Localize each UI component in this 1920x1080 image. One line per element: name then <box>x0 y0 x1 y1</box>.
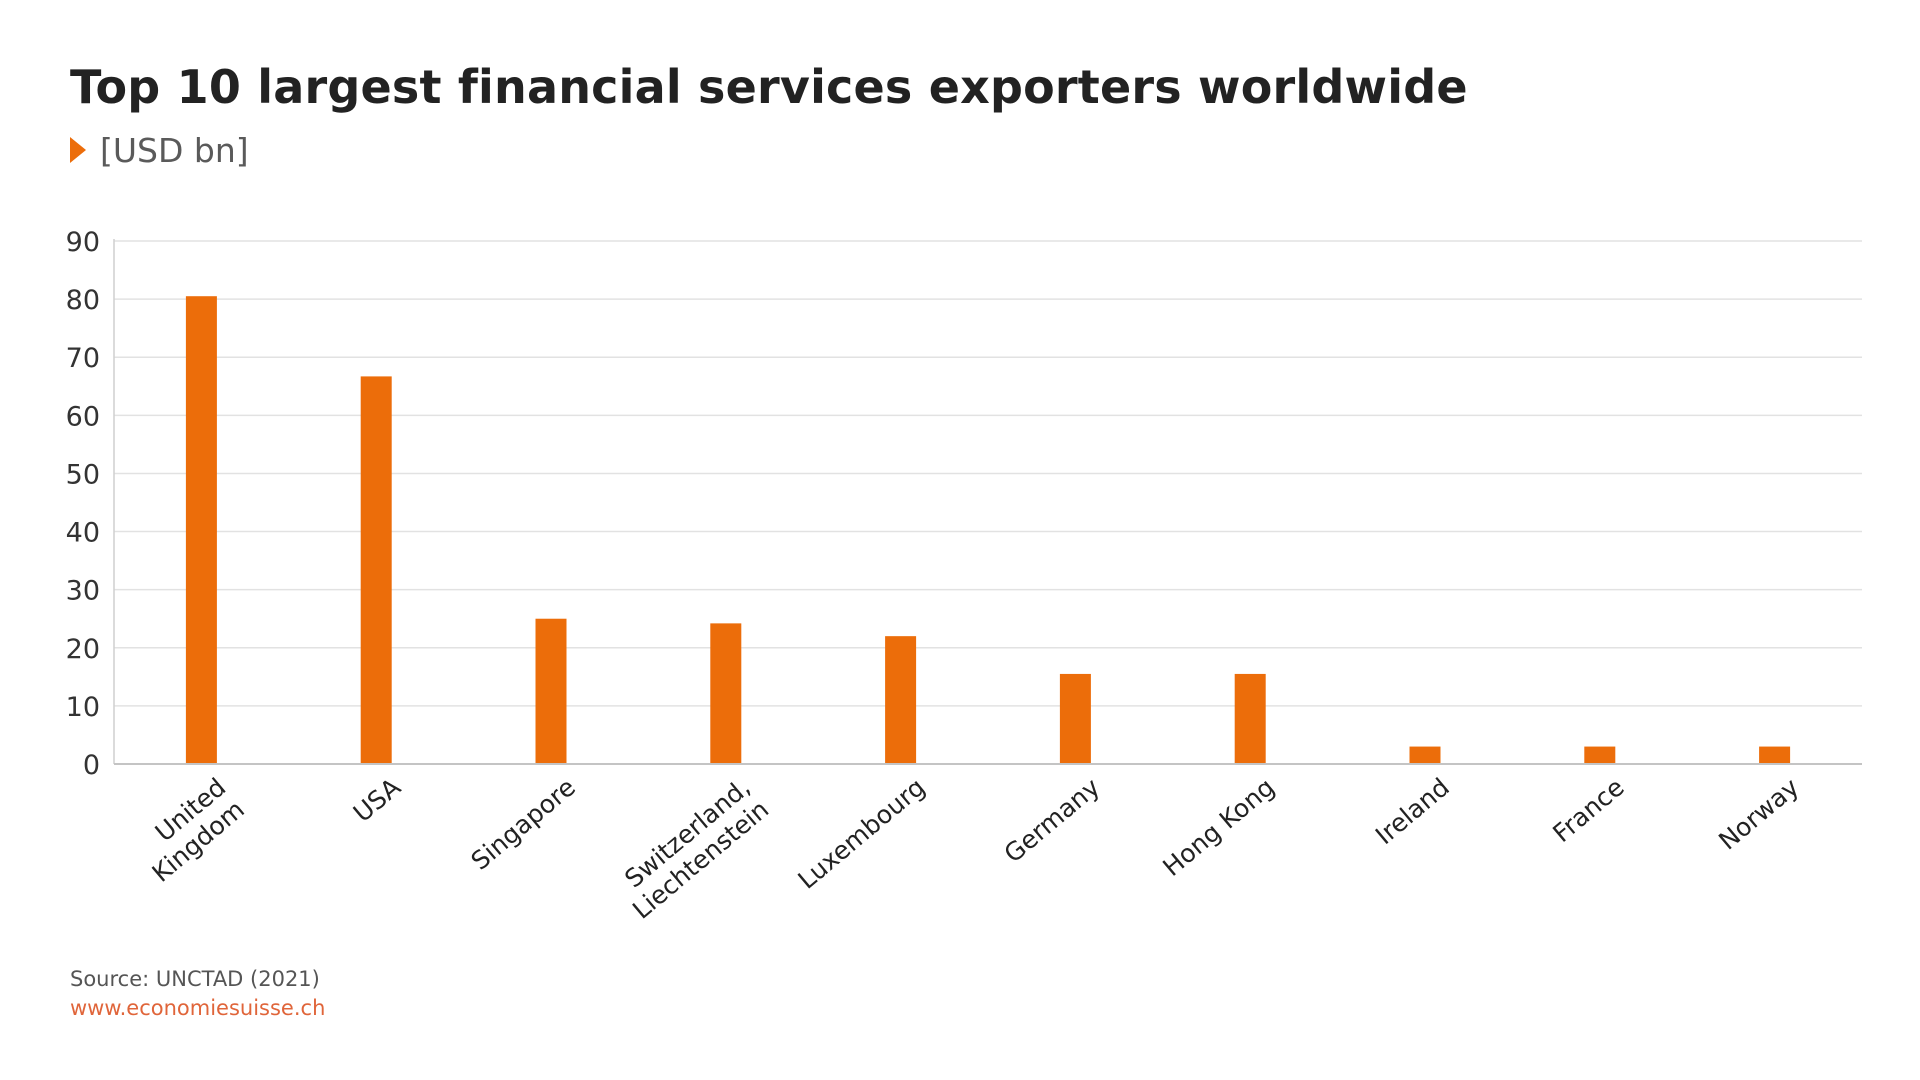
y-tick-label: 0 <box>83 750 100 781</box>
bar <box>1059 673 1091 764</box>
x-tick-label: Ireland <box>1370 772 1455 850</box>
x-tick-label-line: Singapore <box>466 772 581 875</box>
bar <box>1234 673 1266 764</box>
bar <box>360 376 392 764</box>
x-tick-label-line: Germany <box>999 772 1106 868</box>
bar <box>1759 746 1791 764</box>
x-tick-label: Norway <box>1713 772 1804 855</box>
y-tick-label: 50 <box>66 459 100 490</box>
unit-label: [USD bn] <box>100 130 249 170</box>
x-tick-label: France <box>1547 772 1629 848</box>
x-tick-label: Singapore <box>466 772 581 875</box>
x-tick-label: Hong Kong <box>1157 772 1280 882</box>
y-tick-label: 70 <box>66 343 100 374</box>
x-tick-label: USA <box>348 772 406 827</box>
y-tick-label: 80 <box>66 285 100 316</box>
bars <box>185 296 1791 764</box>
y-tick-label: 40 <box>66 518 100 549</box>
x-axis-labels: UnitedKingdom USA Singapore Switzerland,Lie… <box>128 772 1805 924</box>
y-axis-ticks: 0 10 20 30 40 50 60 70 80 90 <box>66 227 100 781</box>
triangle-marker-icon <box>70 137 86 163</box>
x-tick-label-line: USA <box>348 772 406 827</box>
bar <box>885 636 917 764</box>
bar <box>185 296 217 764</box>
grid-lines <box>114 240 1862 707</box>
x-tick-label: Germany <box>999 772 1106 868</box>
chart-title: Top 10 largest financial services export… <box>70 60 1468 114</box>
footer: Source: UNCTAD (2021) www.economiesuisse… <box>70 965 325 1023</box>
y-tick-label: 60 <box>66 401 100 432</box>
y-tick-label: 90 <box>66 227 100 258</box>
bar <box>710 623 742 764</box>
x-tick-label-line: Ireland <box>1370 772 1455 850</box>
x-tick-label-line: Norway <box>1713 772 1804 855</box>
chart-subtitle: [USD bn] <box>70 128 249 172</box>
website-link[interactable]: www.economiesuisse.ch <box>70 996 326 1020</box>
y-tick-label: 30 <box>66 576 100 607</box>
x-tick-label: Switzerland,Liechtenstein <box>608 772 774 924</box>
x-tick-label-line: France <box>1547 772 1629 848</box>
y-tick-label: 20 <box>66 634 100 665</box>
bar <box>535 618 567 764</box>
y-tick-label: 10 <box>66 692 100 723</box>
x-tick-label: Luxembourg <box>792 772 930 894</box>
source-note: Source: UNCTAD (2021) <box>70 967 320 991</box>
x-tick-label: UnitedKingdom <box>128 772 250 888</box>
bar <box>1409 746 1441 764</box>
x-tick-label-line: Hong Kong <box>1157 772 1280 882</box>
bar <box>1584 746 1616 764</box>
x-tick-label-line: Luxembourg <box>792 772 930 894</box>
